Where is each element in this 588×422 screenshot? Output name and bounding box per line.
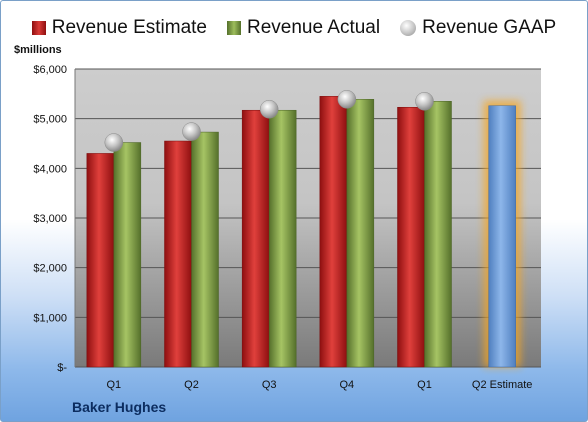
marker-revenue-gaap [415, 92, 434, 111]
y-tick-label: $6,000 [33, 64, 67, 76]
x-tick-label: Q1 [106, 379, 121, 391]
legend-item-revenue-estimate: Revenue Estimate [31, 17, 207, 39]
bar-revenue-estimate [241, 109, 270, 368]
legend-item-revenue-actual: Revenue Actual [227, 17, 380, 39]
y-tick-label: $- [57, 362, 67, 374]
bar-revenue-actual [424, 101, 452, 368]
y-tick-label: $5,000 [33, 114, 67, 126]
x-tick-label: Q1 [417, 379, 432, 391]
bar-revenue-actual [191, 131, 219, 368]
bar-revenue-actual [113, 142, 142, 368]
bar-revenue-estimate [319, 96, 348, 368]
bar-projection [488, 105, 516, 368]
bar-revenue-actual [346, 99, 375, 368]
company-name: Baker Hughes [72, 399, 167, 415]
legend-swatch-revenue-estimate [31, 21, 46, 35]
legend-label-revenue-estimate: Revenue Estimate [51, 17, 207, 38]
y-tick-label: $3,000 [33, 213, 67, 225]
legend-swatch-revenue-actual [227, 21, 241, 35]
legend: Revenue Estimate Revenue Actual Revenue … [1, 17, 587, 39]
y-tick-label: $4,000 [33, 163, 67, 175]
y-tick-label: $2,000 [33, 263, 67, 275]
bar-revenue-estimate [86, 153, 115, 368]
bar-revenue-actual [268, 109, 297, 368]
legend-item-revenue-gaap: Revenue GAAP [400, 17, 556, 39]
y-tick-label: $1,000 [33, 312, 67, 324]
x-tick-label: Q3 [262, 379, 277, 391]
marker-revenue-gaap [182, 122, 201, 141]
x-tick-label: Q2 Estimate [472, 379, 533, 391]
legend-swatch-revenue-gaap [400, 20, 417, 36]
y-axis-unit-label: $millions [14, 44, 62, 56]
bar-revenue-estimate [397, 106, 425, 368]
legend-label-revenue-actual: Revenue Actual [247, 17, 381, 38]
marker-revenue-gaap [337, 90, 357, 109]
marker-revenue-gaap [104, 133, 124, 152]
x-tick-label: Q4 [339, 379, 354, 391]
x-tick-label: Q2 [184, 379, 199, 391]
legend-label-revenue-gaap: Revenue GAAP [422, 17, 557, 38]
bar-revenue-estimate [164, 140, 192, 368]
marker-revenue-gaap [259, 99, 279, 119]
